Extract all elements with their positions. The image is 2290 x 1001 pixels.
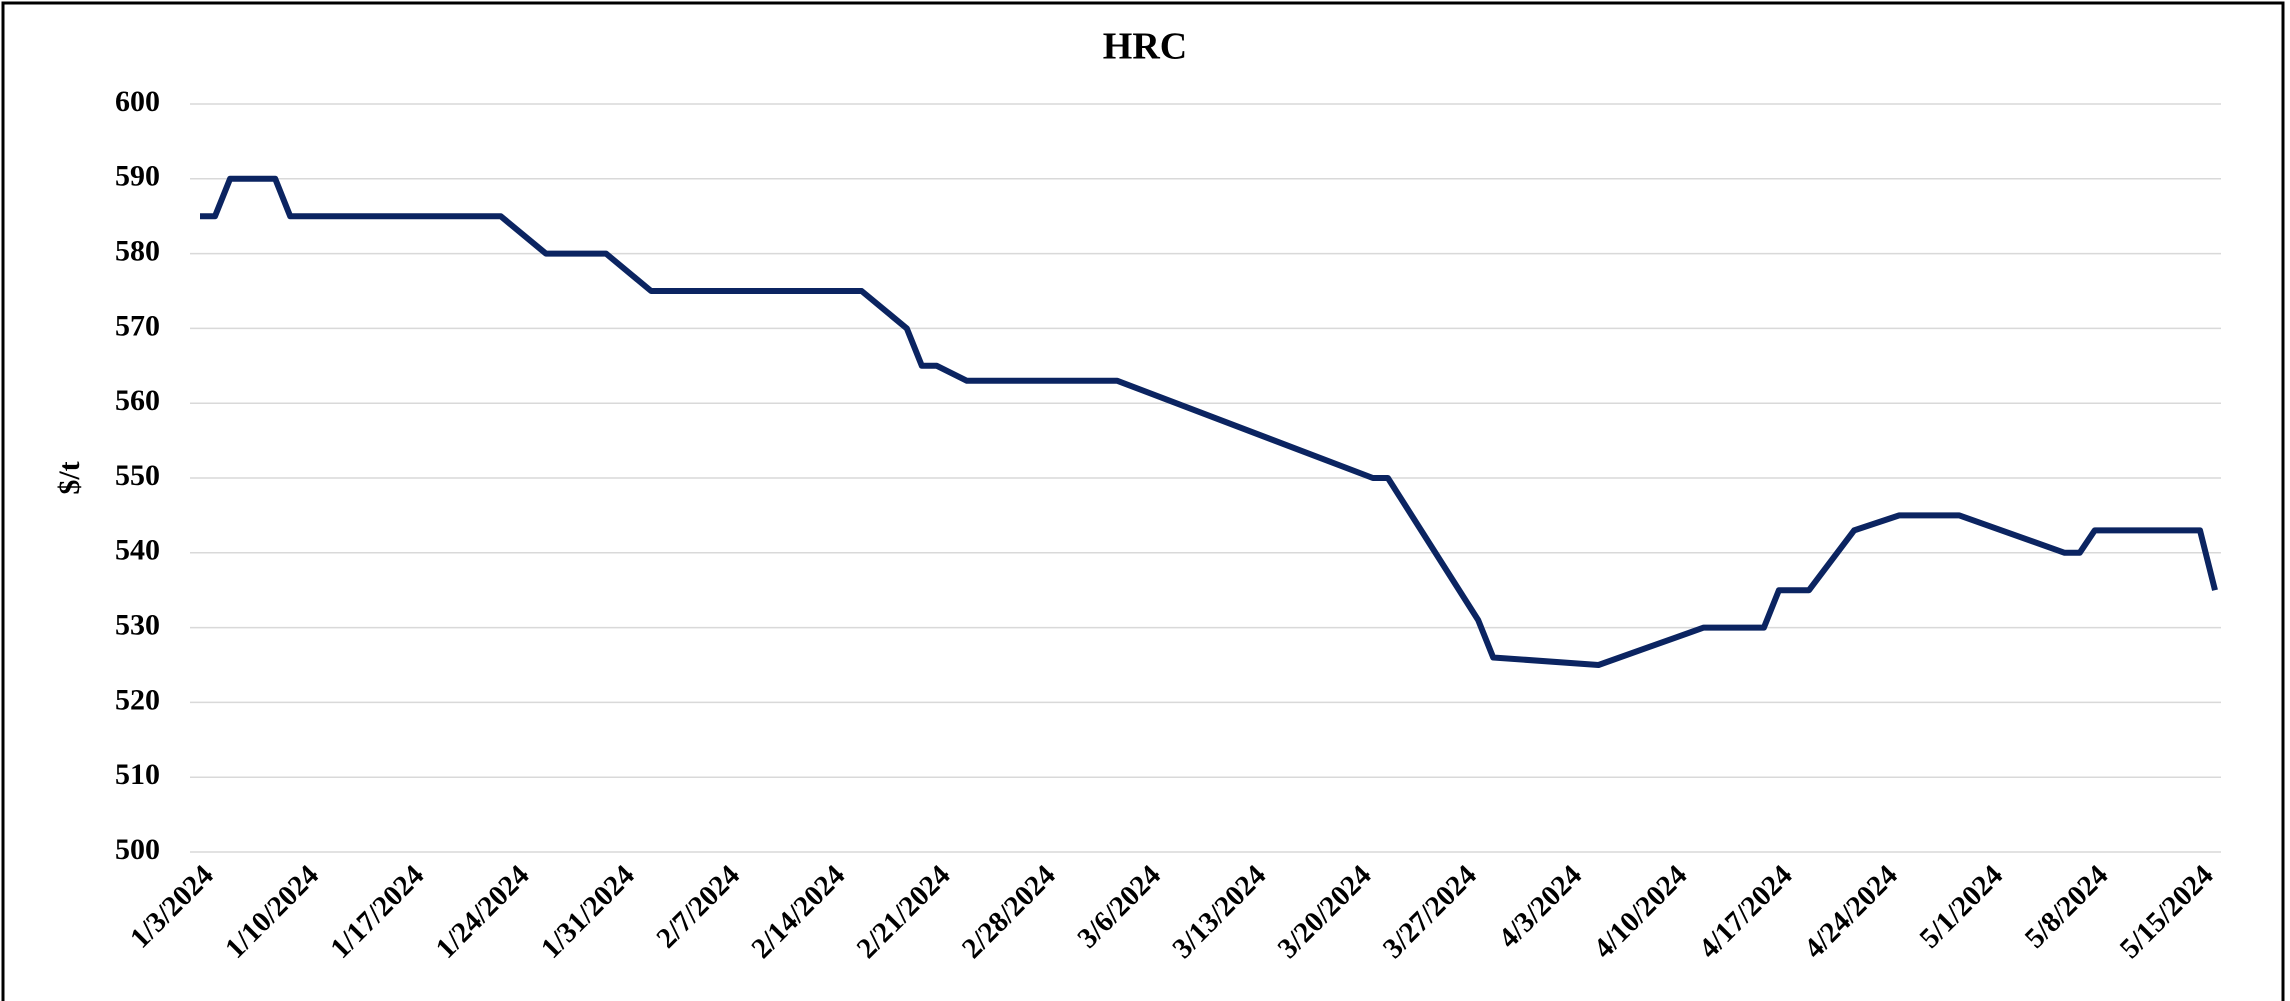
- x-tick-label: 3/13/2024: [1166, 859, 1272, 965]
- y-tick-label: 590: [115, 160, 160, 193]
- x-tick-label: 1/3/2024: [124, 859, 220, 955]
- x-tick-label: 4/17/2024: [1693, 859, 1799, 965]
- y-tick-label: 500: [115, 833, 160, 866]
- y-tick-label: 560: [115, 384, 160, 417]
- x-tick-label: 5/15/2024: [2114, 859, 2220, 965]
- line: [200, 175, 2218, 668]
- x-tick-label: 4/24/2024: [1798, 859, 1904, 965]
- x-tick-label: 3/20/2024: [1272, 859, 1378, 965]
- x-tick-label: 1/31/2024: [535, 859, 641, 965]
- x-tick-label: 2/14/2024: [745, 859, 851, 965]
- x-tick-label: 2/21/2024: [851, 859, 957, 965]
- x-tick-label: 5/1/2024: [1914, 859, 2010, 955]
- y-tick-label: 510: [115, 758, 160, 791]
- x-tick-label: 2/7/2024: [650, 859, 746, 955]
- y-tick-label: 530: [115, 608, 160, 641]
- x-tick-label: 1/24/2024: [430, 859, 536, 965]
- y-tick-label: 580: [115, 234, 160, 267]
- x-tick-label: 5/8/2024: [2019, 859, 2115, 955]
- y-tick-label: 600: [115, 85, 160, 118]
- x-tick-label: 4/3/2024: [1493, 859, 1589, 955]
- y-tick-label: 550: [115, 459, 160, 492]
- x-tick-label: 1/17/2024: [324, 859, 430, 965]
- x-tick-label: 2/28/2024: [956, 859, 1062, 965]
- x-tick-label: 3/6/2024: [1071, 859, 1167, 955]
- y-tick-label: 520: [115, 683, 160, 716]
- x-tick-label: 3/27/2024: [1377, 859, 1483, 965]
- y-tick-label: 540: [115, 534, 160, 567]
- chart-title: HRC: [1103, 26, 1187, 68]
- x-tick-label: 4/10/2024: [1588, 859, 1694, 965]
- y-axis-label: $/t: [53, 461, 86, 494]
- y-tick-label: 570: [115, 309, 160, 342]
- x-tick-label: 1/10/2024: [219, 859, 325, 965]
